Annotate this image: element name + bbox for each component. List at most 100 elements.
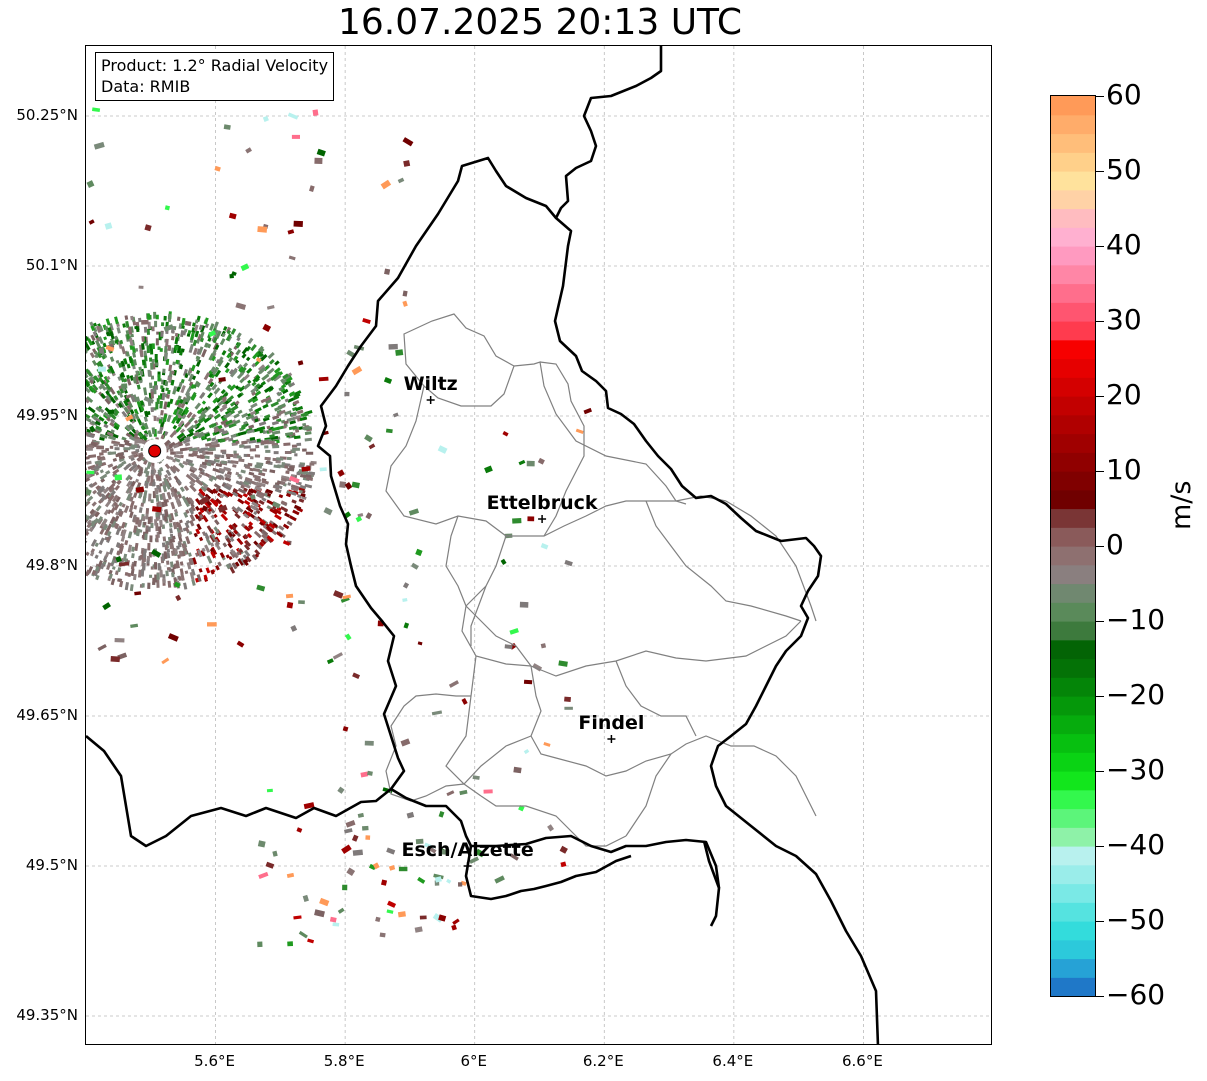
echo-gate xyxy=(239,444,245,448)
echo-gate xyxy=(221,430,228,435)
echo-gate xyxy=(211,437,217,442)
colorbar-segment xyxy=(1051,696,1095,716)
echo-gate xyxy=(125,320,130,328)
canton-border xyxy=(539,361,585,537)
echo-gate xyxy=(109,356,115,362)
echo-gate xyxy=(194,330,200,338)
echo-gate xyxy=(286,520,293,526)
echo-gate xyxy=(190,568,196,576)
echo-gate xyxy=(135,449,140,453)
echo-gate xyxy=(108,323,114,331)
echo-gate xyxy=(139,370,144,376)
echo-gate xyxy=(285,376,293,383)
echo-gate xyxy=(174,332,179,337)
map-frame[interactable]: Wiltz Ettelbruck Findel Esch/Alzette Produc… xyxy=(85,45,992,1045)
colorbar-segment xyxy=(1051,864,1095,885)
echo-gate xyxy=(232,405,239,411)
echo-gate xyxy=(105,394,113,403)
echo-gate xyxy=(207,459,216,465)
echo-gate xyxy=(159,569,163,578)
echo-gate xyxy=(271,501,281,509)
echo-gate xyxy=(284,410,292,416)
echo-gate xyxy=(233,529,239,535)
echo-gate xyxy=(204,493,212,500)
echo-gate xyxy=(119,388,125,394)
echo-gate xyxy=(256,438,261,443)
echo-gate xyxy=(125,474,132,482)
echo-gate xyxy=(214,536,221,544)
echo-gate xyxy=(100,563,105,570)
echo-gate xyxy=(303,802,315,810)
echo-gate xyxy=(251,362,257,368)
echo-gate xyxy=(125,462,132,469)
echo-gate xyxy=(218,428,225,434)
colorbar-segment xyxy=(1051,846,1095,866)
echo-gate xyxy=(282,388,289,395)
echo-gate xyxy=(220,419,229,425)
echo-gate xyxy=(176,451,183,455)
echo-gate xyxy=(190,383,196,390)
echo-gate xyxy=(319,897,330,907)
echo-gate xyxy=(110,396,117,404)
echo-gate xyxy=(274,367,281,374)
echo-gate xyxy=(266,425,271,430)
echo-gate xyxy=(90,539,97,547)
echo-gate xyxy=(184,570,189,575)
echo-gate xyxy=(187,329,192,334)
echo-gate xyxy=(91,383,99,391)
echo-gate xyxy=(290,484,298,489)
canton-border xyxy=(725,500,817,622)
echo-gate xyxy=(438,811,445,818)
echo-gate xyxy=(196,574,202,582)
echo-gate xyxy=(155,338,159,346)
echo-gate xyxy=(118,501,123,507)
echo-gate xyxy=(184,442,191,447)
echo-gate xyxy=(352,672,361,680)
echo-gate xyxy=(211,367,219,376)
echo-gate xyxy=(145,529,149,534)
echo-gate xyxy=(246,511,252,517)
colorbar-segment xyxy=(1051,527,1095,547)
lat-tick-label: 50.25°N xyxy=(16,106,78,124)
echo-gate xyxy=(86,522,92,529)
echo-gate xyxy=(167,375,171,381)
echo-gate xyxy=(190,505,196,512)
echo-gate xyxy=(388,343,398,350)
echo-gate xyxy=(269,469,276,474)
echo-gate xyxy=(230,369,238,378)
echo-gate xyxy=(225,537,232,544)
echo-gate xyxy=(170,491,176,498)
echo-gate xyxy=(164,430,169,436)
echo-gate xyxy=(109,418,116,424)
echo-gate xyxy=(288,255,296,261)
echo-gate xyxy=(134,347,139,352)
echo-gate xyxy=(206,555,213,564)
echo-gate xyxy=(126,493,132,501)
echo-gate xyxy=(131,553,135,559)
echo-gate xyxy=(523,679,533,685)
echo-gate xyxy=(95,406,102,413)
echo-gate xyxy=(260,538,267,545)
echo-gate xyxy=(129,511,134,519)
echo-gate xyxy=(145,342,149,346)
echo-gate xyxy=(112,472,118,478)
echo-gate xyxy=(94,459,103,465)
echo-gate xyxy=(300,492,306,498)
echo-gate xyxy=(229,273,234,279)
echo-gate xyxy=(258,471,266,477)
echo-gate xyxy=(269,434,275,439)
echo-gate xyxy=(173,581,181,588)
echo-gate xyxy=(144,533,148,541)
echo-gate xyxy=(186,424,195,432)
echo-gate xyxy=(282,540,291,546)
echo-gate xyxy=(124,582,130,591)
echo-gate xyxy=(220,454,225,459)
echo-gate xyxy=(253,510,258,516)
echo-gate xyxy=(266,535,275,543)
echo-gate xyxy=(86,569,91,577)
echo-gate xyxy=(107,327,112,333)
echo-gate xyxy=(180,378,185,384)
echo-gate xyxy=(104,551,110,558)
colorbar-tick-label: −10 xyxy=(1106,603,1166,636)
echo-gate xyxy=(564,696,571,702)
